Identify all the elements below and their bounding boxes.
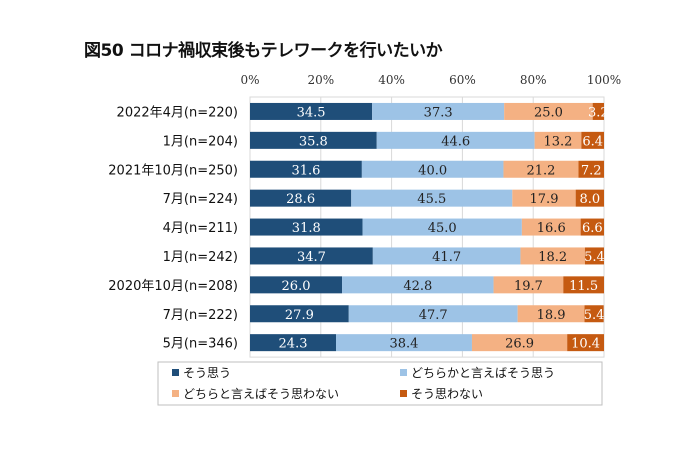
legend-label: そう思わない [411, 387, 483, 401]
data-label: 8.0 [579, 192, 600, 207]
bar-segment [351, 189, 513, 207]
x-tick-label: 20% [307, 73, 334, 87]
category-label: 5月(n=346) [163, 337, 238, 352]
bar-segment [250, 131, 377, 149]
bar-segment [361, 160, 504, 178]
legend-label: どちらと言えばそう思わない [183, 387, 339, 401]
bar-segment [362, 218, 522, 236]
bar-segment [348, 305, 518, 323]
data-label: 25.0 [534, 105, 563, 120]
category-label: 4月(n=211) [163, 221, 238, 236]
data-label: 3.2 [588, 105, 609, 120]
data-label: 18.9 [537, 308, 566, 323]
data-label: 26.0 [282, 279, 311, 294]
data-label: 37.3 [424, 105, 453, 120]
bar-segment [250, 247, 373, 265]
data-label: 21.2 [527, 163, 556, 178]
data-label: 18.2 [538, 250, 567, 265]
legend-swatch [400, 369, 407, 376]
data-label: 42.8 [403, 279, 432, 294]
bar-segment [372, 247, 521, 265]
data-label: 45.0 [428, 221, 457, 236]
data-label: 41.7 [432, 250, 461, 265]
data-label: 34.7 [297, 250, 326, 265]
data-label: 6.4 [582, 134, 603, 149]
bar-segment [493, 276, 564, 294]
bar-segment [575, 189, 604, 207]
bar-segment [567, 334, 604, 352]
bar-segment [534, 131, 582, 149]
data-label: 27.9 [285, 308, 314, 323]
category-label: 2022年4月(n=220) [117, 105, 238, 120]
bar-segment [512, 189, 576, 207]
data-label: 13.2 [544, 134, 573, 149]
data-label: 24.3 [279, 337, 308, 352]
bar-segment [592, 102, 604, 120]
legend-label: そう思う [183, 366, 231, 380]
data-label: 17.9 [530, 192, 559, 207]
bar-segment [342, 276, 494, 294]
data-label: 6.6 [582, 221, 603, 236]
bar-segment [581, 131, 604, 149]
x-tick-label: 60% [449, 73, 476, 87]
data-label: 31.6 [291, 163, 320, 178]
bar-segment [578, 160, 604, 178]
x-tick-label: 80% [520, 73, 547, 87]
data-label: 47.7 [419, 308, 448, 323]
bar-segment [563, 276, 604, 294]
category-label: 2020年10月(n=208) [108, 279, 238, 294]
bar-segment [250, 276, 343, 294]
bar-segment [471, 334, 568, 352]
data-label: 16.6 [537, 221, 566, 236]
bar-segment [517, 305, 585, 323]
data-label: 40.0 [418, 163, 447, 178]
bar-segment [250, 160, 362, 178]
data-label: 28.6 [286, 192, 315, 207]
bar-segment [520, 247, 585, 265]
bar-segment [584, 305, 604, 323]
bar-segment [372, 102, 505, 120]
data-label: 19.7 [514, 279, 543, 294]
data-label: 26.9 [505, 337, 534, 352]
x-tick-label: 40% [378, 73, 405, 87]
bar-segment [250, 305, 349, 323]
data-label: 44.6 [441, 134, 470, 149]
bar-segment [250, 334, 337, 352]
x-tick-label: 0% [240, 73, 259, 87]
data-label: 34.5 [297, 105, 326, 120]
legend-swatch [172, 369, 179, 376]
bar-segment [584, 247, 604, 265]
bar-segment [580, 218, 604, 236]
legend-swatch [400, 390, 407, 397]
category-label: 1月(n=242) [163, 250, 238, 265]
category-label: 7月(n=224) [163, 192, 238, 207]
category-label: 1月(n=204) [163, 134, 238, 149]
data-label: 38.4 [390, 337, 419, 352]
bar-segment [503, 160, 579, 178]
data-label: 5.4 [584, 308, 605, 323]
data-label: 10.4 [571, 337, 600, 352]
bar-segment [250, 218, 363, 236]
bar-segment [336, 334, 472, 352]
data-label: 11.5 [569, 279, 598, 294]
data-label: 7.2 [581, 163, 602, 178]
category-label: 7月(n=222) [163, 308, 238, 323]
legend-label: どちらかと言えばそう思う [411, 366, 555, 380]
x-tick-label: 100% [587, 73, 621, 87]
bar-segment [376, 131, 535, 149]
bar-segment [521, 218, 581, 236]
data-label: 31.8 [292, 221, 321, 236]
chart-title: 図50 コロナ禍収束後もテレワークを行いたいか [84, 41, 443, 61]
legend [157, 361, 603, 406]
bar-segment [250, 102, 373, 120]
category-label: 2021年10月(n=250) [108, 163, 238, 178]
legend-swatch [172, 390, 179, 397]
data-label: 45.5 [417, 192, 446, 207]
bar-segment [250, 189, 352, 207]
data-label: 35.8 [299, 134, 328, 149]
bar-segment [504, 102, 593, 120]
data-label: 5.4 [584, 250, 605, 265]
